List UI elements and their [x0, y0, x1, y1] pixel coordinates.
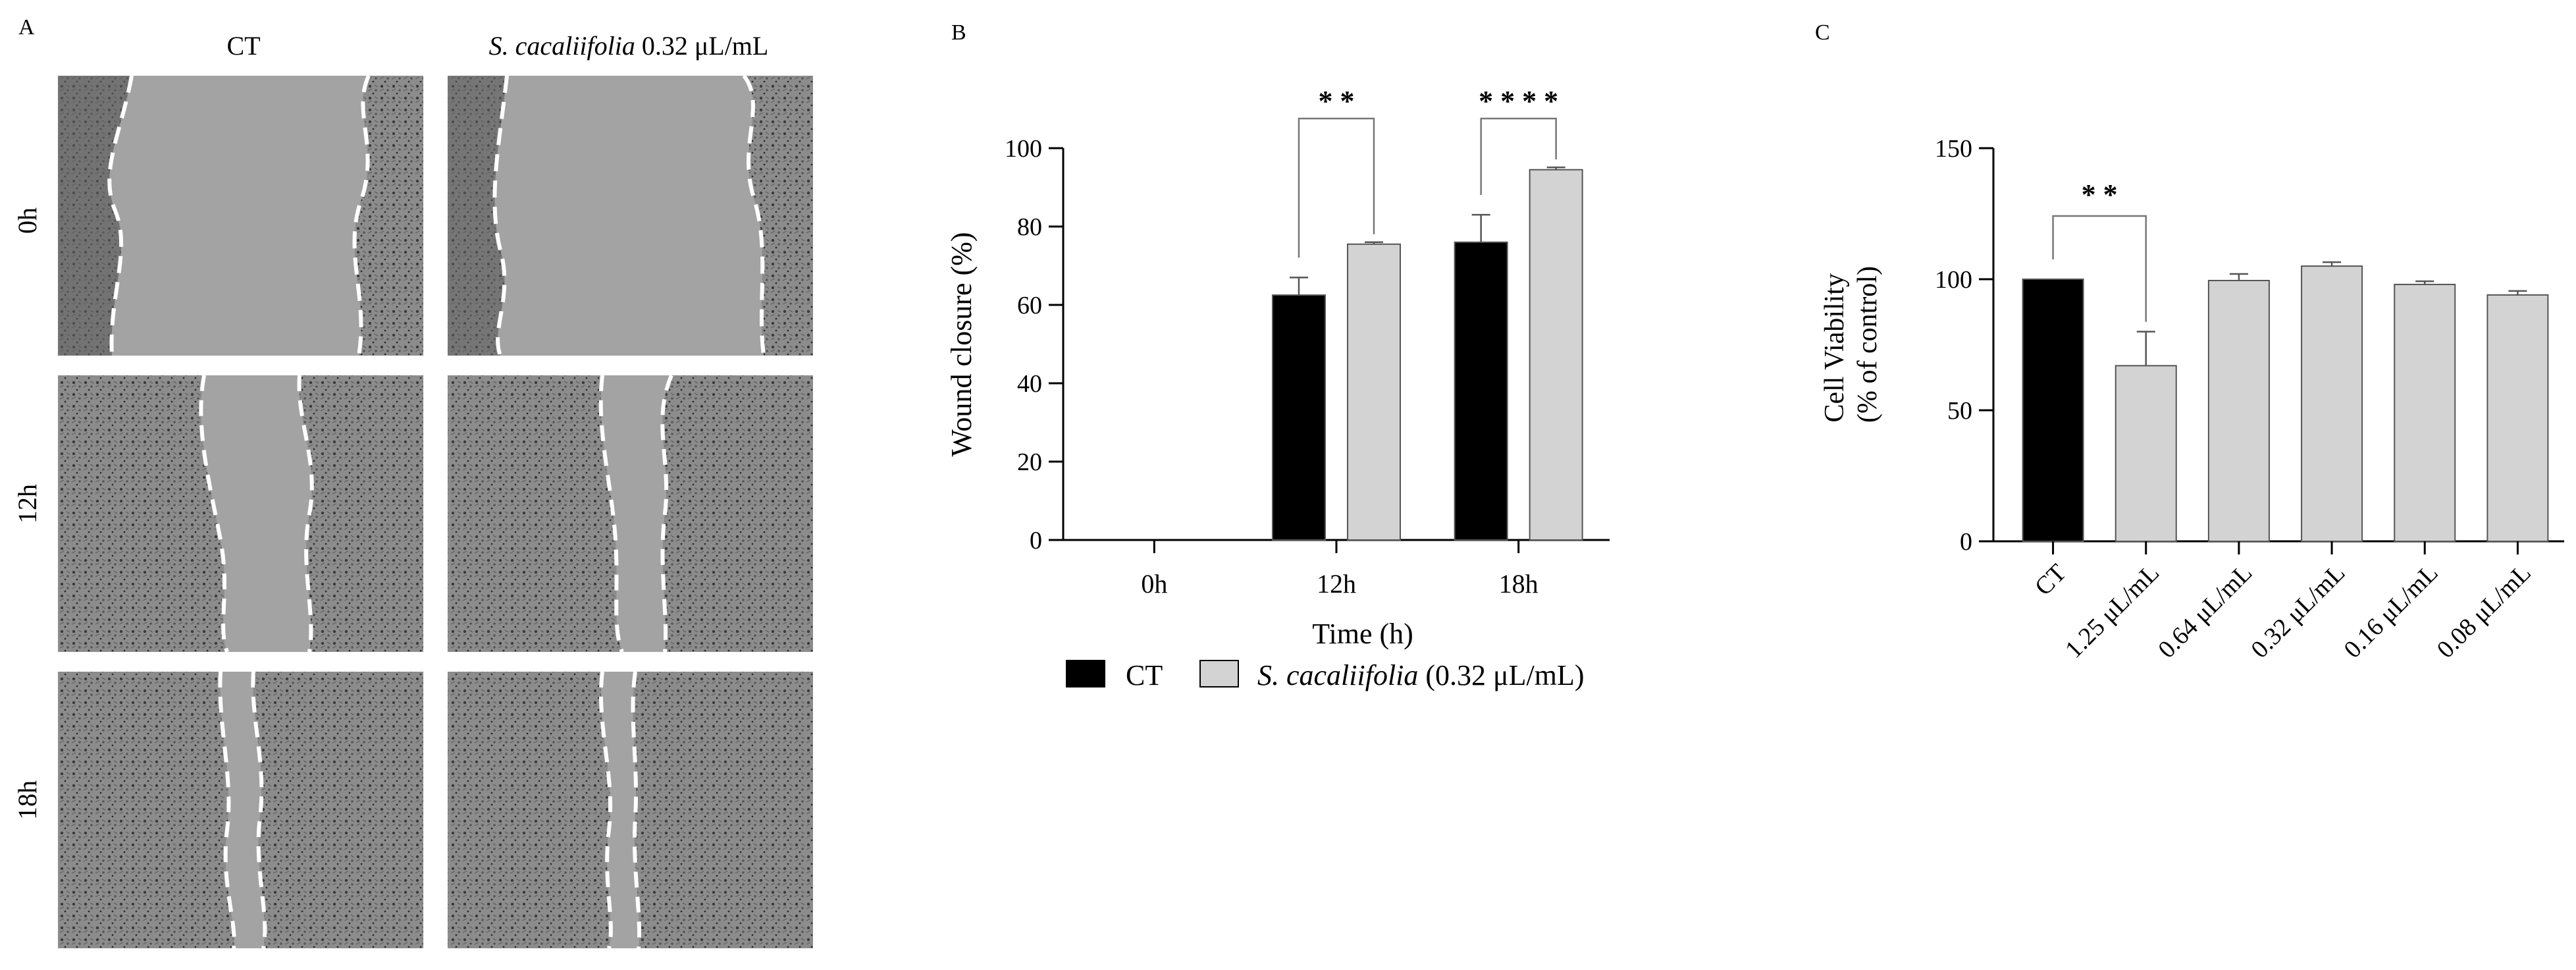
bar-b-18h-s0 [1454, 241, 1508, 541]
wound-closure-chart: Wound closure (%) Time (h) CT S. cacalii… [945, 85, 1610, 691]
y-tick-label-c-50: 50 [1947, 397, 1972, 425]
x-tick-label-c-1-25-l-ml: 1.25 μL/mL [2060, 559, 2165, 664]
col-header-treated: S. cacaliifolia 0.32 μL/mL [489, 31, 769, 61]
micrograph-ct-0h [58, 74, 423, 356]
micrograph-ct-12h [58, 375, 423, 653]
panel-b: B Wound closure (%) Time (h) CT S. cacal… [945, 20, 1610, 691]
legend-swatch-treated [1199, 660, 1239, 687]
significance-stars-b-18h: * * * * [1479, 85, 1558, 117]
legend-b: CT S. cacaliifolia (0.32 μL/mL) [1066, 659, 1585, 691]
bar-c-0-08-l-ml [2486, 294, 2549, 542]
bar-c-0-32-l-ml [2301, 265, 2363, 542]
y-tick-label-b-60: 60 [1017, 292, 1042, 319]
significance-bracket-b-12h [1298, 117, 1375, 258]
micrograph-treated-18h [448, 671, 813, 949]
row-label-12h: 12h [13, 484, 42, 524]
micrograph-ct-18h [58, 671, 423, 949]
significance-stars-c: * * [2082, 178, 2118, 211]
y-tick-label-b-100: 100 [1005, 135, 1042, 163]
cell-viability-chart: Cell Viability (% of control) 0 50 100 150 C… [1820, 135, 2564, 664]
bar-b-12h-s0 [1272, 294, 1326, 541]
x-axis-label-b: Time (h) [1312, 618, 1413, 650]
y-tick-label-c-150: 150 [1935, 135, 1972, 163]
x-tick-label-b-12h: 12h [1317, 569, 1356, 599]
x-tick-label-c-ct: CT [2030, 559, 2072, 601]
y-tick-label-b-40: 40 [1017, 370, 1042, 398]
row-label-18h: 18h [13, 780, 42, 820]
y-axis-label-c: Cell Viability (% of control) [1820, 266, 1883, 423]
x-tick-label-c-0-32-l-ml: 0.32 μL/mL [2246, 559, 2350, 664]
micrograph-treated-12h [448, 374, 813, 653]
y-tick-label-b-80: 80 [1017, 213, 1042, 241]
y-tick-label-c-100: 100 [1935, 266, 1972, 294]
bar-c-0-64-l-ml [2207, 279, 2270, 542]
col-header-ct: CT [226, 31, 260, 61]
legend-swatch-ct [1066, 660, 1105, 687]
bar-c-ct [2022, 279, 2084, 542]
legend-label-ct: CT [1126, 659, 1163, 691]
x-tick-label-b-18h: 18h [1499, 569, 1538, 599]
x-tick-label-c-0-64-l-ml: 0.64 μL/mL [2153, 559, 2257, 664]
y-axis-label-b: Wound closure (%) [945, 232, 978, 456]
panel-b-letter: B [951, 20, 966, 45]
bar-c-0-16-l-ml [2394, 283, 2456, 542]
legend-label-treated: S. cacaliifolia (0.32 μL/mL) [1257, 659, 1585, 691]
x-tick-label-b-0h: 0h [1141, 569, 1167, 599]
significance-bracket-c [2052, 215, 2147, 322]
significance-stars-b-12h: * * [1319, 85, 1355, 117]
x-tick-label-c-0-08-l-ml: 0.08 μL/mL [2432, 559, 2537, 664]
y-tick-label-b-20: 20 [1017, 448, 1042, 476]
row-label-0h: 0h [13, 207, 42, 234]
significance-bracket-b-18h [1480, 117, 1557, 196]
panel-a-letter: A [18, 15, 35, 40]
panel-c: C Cell Viability (% of control) 0 50 100 15… [1815, 20, 2564, 664]
y-tick-label-c-0: 0 [1960, 528, 1972, 556]
x-tick-label-c-0-16-l-ml: 0.16 μL/mL [2339, 559, 2444, 664]
micrograph-treated-0h [448, 74, 813, 357]
y-tick-label-b-0: 0 [1030, 527, 1042, 554]
bar-c-1-25-l-ml [2115, 365, 2177, 543]
bar-b-12h-s1 [1347, 243, 1401, 541]
panel-a: A CT S. cacaliifolia 0.32 μL/mL 0h 12h 1… [13, 15, 813, 949]
panel-c-letter: C [1815, 20, 1830, 45]
bar-b-18h-s1 [1529, 169, 1583, 541]
